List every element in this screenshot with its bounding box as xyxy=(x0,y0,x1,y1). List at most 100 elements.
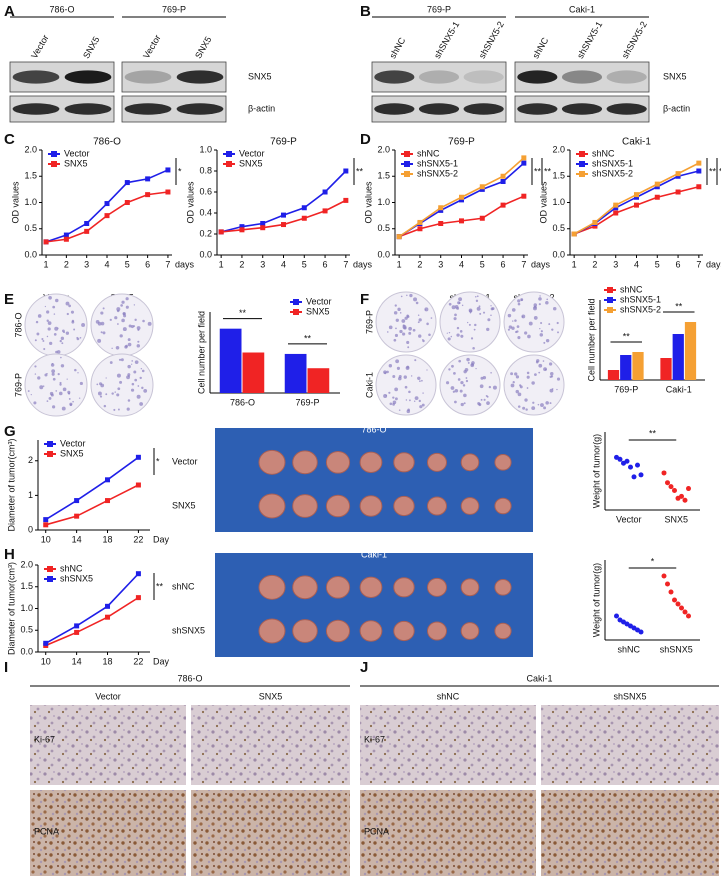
plate-row-label: 786-O xyxy=(13,312,23,337)
colony xyxy=(134,318,137,322)
data-point xyxy=(631,474,637,480)
colony xyxy=(446,332,448,334)
tumor xyxy=(427,496,447,516)
colony xyxy=(96,383,99,386)
y-axis-label: Weight of tumor(g) xyxy=(591,434,601,508)
legend-label: shSNX5-2 xyxy=(620,304,661,314)
colony xyxy=(44,305,46,308)
legend-marker xyxy=(607,297,613,303)
colony xyxy=(392,403,395,406)
data-point xyxy=(592,223,598,229)
colony xyxy=(512,320,514,322)
colony xyxy=(137,385,140,387)
colony xyxy=(62,329,65,333)
plate-row-label: Caki-1 xyxy=(364,372,374,398)
x-tick-label: 2 xyxy=(417,259,422,269)
blot-band xyxy=(517,103,558,115)
colony xyxy=(467,361,470,364)
colony xyxy=(395,327,397,330)
data-point xyxy=(613,205,619,211)
annotation: ** xyxy=(649,428,657,438)
x-tick-label: 1 xyxy=(397,259,402,269)
colony xyxy=(114,391,116,393)
colony xyxy=(490,305,492,307)
colony xyxy=(413,400,416,402)
colony xyxy=(526,375,530,379)
data-point xyxy=(84,228,90,234)
tumor-row-label: shNC xyxy=(172,582,195,592)
colony xyxy=(550,371,554,376)
colony xyxy=(454,305,459,309)
colony xyxy=(490,314,492,317)
colony xyxy=(384,372,387,375)
tumor-row-label: shSNX5 xyxy=(172,625,205,635)
blot-band xyxy=(124,103,172,115)
colony xyxy=(137,328,140,331)
colony xyxy=(383,394,388,398)
colony xyxy=(119,380,123,384)
ihc-column-label: shNC xyxy=(437,691,460,701)
x-tick-label: 3 xyxy=(260,259,265,269)
tumor xyxy=(325,451,351,474)
colony xyxy=(65,331,70,335)
data-point xyxy=(239,227,245,233)
colony xyxy=(418,318,422,322)
colony xyxy=(125,305,129,309)
colony xyxy=(421,379,423,382)
colony xyxy=(453,372,456,375)
colony xyxy=(134,360,139,365)
colony xyxy=(488,385,492,389)
colony xyxy=(422,392,424,394)
legend-label: shSNX5 xyxy=(60,573,93,583)
colony xyxy=(527,334,531,339)
colony xyxy=(418,334,422,338)
data-point xyxy=(281,222,286,228)
chart-title: 769-P xyxy=(448,137,475,148)
colony xyxy=(395,359,400,364)
x-tick-label: 6 xyxy=(676,259,681,269)
colony xyxy=(524,398,528,402)
x-tick-label: 5 xyxy=(125,259,130,269)
blot-band xyxy=(463,103,504,115)
ihc-image xyxy=(30,705,186,785)
data-point xyxy=(343,197,349,203)
colony xyxy=(408,390,411,394)
colony xyxy=(97,391,102,396)
y-tick-label: 1.5 xyxy=(24,171,37,181)
colony xyxy=(538,297,542,301)
plate-row-label: 769-P xyxy=(364,310,374,334)
colony xyxy=(538,363,543,368)
y-tick-label: 2.0 xyxy=(552,144,565,154)
x-tick-label: 4 xyxy=(634,259,639,269)
colony xyxy=(460,334,464,338)
legend-marker xyxy=(226,151,232,157)
data-point xyxy=(145,192,151,198)
x-axis-label: days xyxy=(175,259,195,269)
x-tick-label: 18 xyxy=(103,534,113,544)
tumor xyxy=(325,619,351,643)
x-tick-label: 22 xyxy=(133,534,143,544)
colony xyxy=(105,393,108,396)
colony xyxy=(30,394,32,396)
data-point xyxy=(500,202,506,208)
legend-marker xyxy=(579,151,585,157)
data-point xyxy=(135,454,141,460)
colony xyxy=(128,324,132,328)
colony xyxy=(99,395,103,398)
colony xyxy=(548,323,551,326)
colony xyxy=(118,358,122,361)
series-line xyxy=(45,484,139,526)
colony xyxy=(460,381,464,385)
colony xyxy=(55,298,59,303)
colony xyxy=(460,402,464,407)
tumor-photo xyxy=(215,428,533,532)
data-point xyxy=(43,640,49,646)
y-tick-label: 0.4 xyxy=(199,207,212,217)
series-line xyxy=(45,573,139,644)
colony xyxy=(417,314,420,317)
colony xyxy=(447,337,451,341)
annotation: ** xyxy=(709,166,717,176)
x-tick-label: 1 xyxy=(44,259,49,269)
colony xyxy=(393,311,398,315)
y-tick-label: 1 xyxy=(28,490,33,500)
